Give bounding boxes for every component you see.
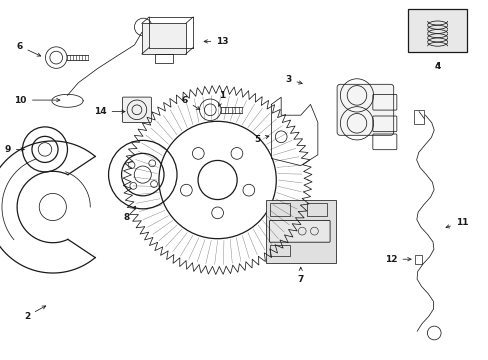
Text: 6: 6	[17, 41, 41, 56]
Text: 1: 1	[218, 91, 225, 106]
Text: 4: 4	[433, 62, 440, 71]
Text: 5: 5	[254, 135, 268, 144]
Text: 14: 14	[94, 107, 125, 116]
Text: 2: 2	[24, 306, 45, 320]
Bar	[155, 54, 172, 63]
Bar	[142, 23, 185, 54]
FancyBboxPatch shape	[269, 220, 329, 242]
Text: 12: 12	[384, 255, 410, 264]
Text: 8: 8	[123, 206, 135, 222]
Text: 9: 9	[4, 145, 24, 154]
Text: 10: 10	[15, 96, 60, 105]
Bar	[414, 255, 421, 264]
Bar	[306, 203, 326, 216]
FancyBboxPatch shape	[122, 97, 151, 122]
Bar	[270, 203, 289, 216]
Text: 6: 6	[182, 96, 200, 110]
Bar	[265, 200, 336, 263]
Text: 11: 11	[445, 217, 468, 228]
Bar	[270, 245, 289, 256]
Text: 7: 7	[297, 267, 304, 284]
Text: 3: 3	[285, 75, 302, 84]
Text: 13: 13	[203, 37, 228, 46]
FancyBboxPatch shape	[336, 84, 393, 135]
Bar	[407, 9, 466, 52]
Bar	[413, 110, 423, 124]
